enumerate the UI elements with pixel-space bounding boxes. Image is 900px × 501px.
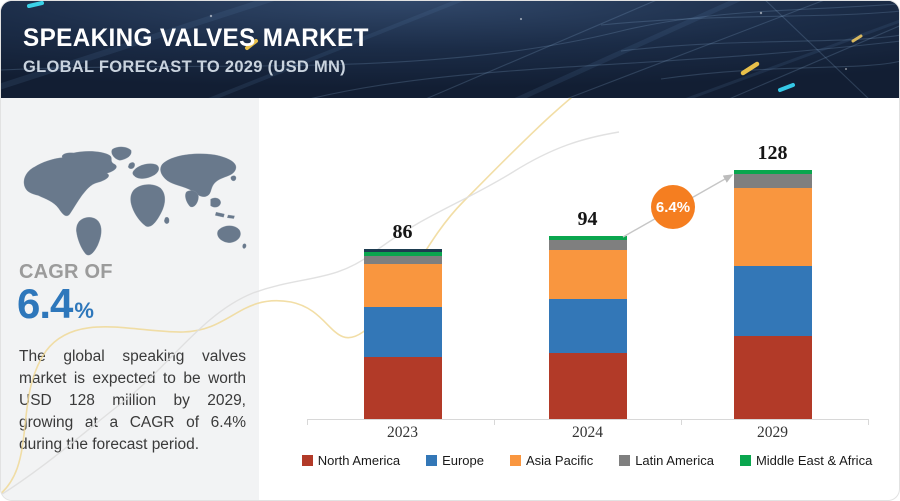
legend-swatch-icon <box>426 455 438 466</box>
x-axis-tick <box>307 419 308 425</box>
bar-segment-latin-america <box>733 174 812 188</box>
legend-item: Europe <box>426 453 484 468</box>
bar-segment-north-america <box>733 336 812 419</box>
bar-segment-north-america <box>363 357 442 419</box>
bar-segment-middle-east-africa <box>733 170 812 174</box>
base-year-cap <box>363 249 442 252</box>
chart-legend: North America Europe Asia Pacific Latin Ame… <box>301 453 873 468</box>
bar-segment-middle-east-africa <box>548 236 627 240</box>
legend-label: Middle East & Africa <box>755 453 873 468</box>
legend-item: North America <box>301 453 401 468</box>
legend-label: Asia Pacific <box>526 453 594 468</box>
legend-swatch-icon <box>510 455 521 466</box>
legend-label: North America <box>317 453 401 468</box>
legend-item: Asia Pacific <box>510 453 593 468</box>
x-axis-line <box>307 419 868 420</box>
page-subtitle: GLOBAL FORECAST TO 2029 (USD MN) <box>23 56 346 76</box>
bar-segment-europe <box>733 266 812 336</box>
x-axis-tick <box>681 419 682 425</box>
total-value-label: 128 <box>757 142 788 164</box>
header-banner: SPEAKING VALVES MARKET GLOBAL FORECAST T… <box>1 1 899 98</box>
bar-segment-middle-east-africa <box>363 252 442 256</box>
bar-segment-latin-america <box>548 240 627 250</box>
x-axis-tick <box>494 419 495 425</box>
page-title: SPEAKING VALVES MARKET <box>23 24 369 52</box>
bar-segment-europe <box>363 307 442 357</box>
legend-item: Middle East & Africa <box>739 453 873 468</box>
bar-segment-latin-america <box>363 256 442 264</box>
legend-label: Latin America <box>635 453 714 468</box>
x-axis-category-label: 2024 <box>572 424 603 441</box>
legend-swatch-icon <box>619 455 631 466</box>
header-network-decoration <box>1 1 899 98</box>
total-value-label: 86 <box>392 221 413 243</box>
x-axis-category-label: 2023 <box>387 424 418 441</box>
bar-segment-north-america <box>548 353 627 419</box>
bar-segment-asia-pacific <box>548 250 627 299</box>
legend-swatch-icon <box>301 455 313 466</box>
legend-item: Latin America <box>619 453 714 468</box>
bar-segment-asia-pacific <box>733 188 812 266</box>
cagr-badge: 6.4% <box>651 185 695 229</box>
bar-segment-asia-pacific <box>363 264 442 307</box>
total-value-label: 94 <box>577 208 598 230</box>
legend-swatch-icon <box>739 455 751 466</box>
x-axis-tick <box>868 419 869 425</box>
bar-segment-europe <box>548 299 627 353</box>
x-axis-category-label: 2029 <box>757 424 788 441</box>
legend-label: Europe <box>442 453 484 468</box>
